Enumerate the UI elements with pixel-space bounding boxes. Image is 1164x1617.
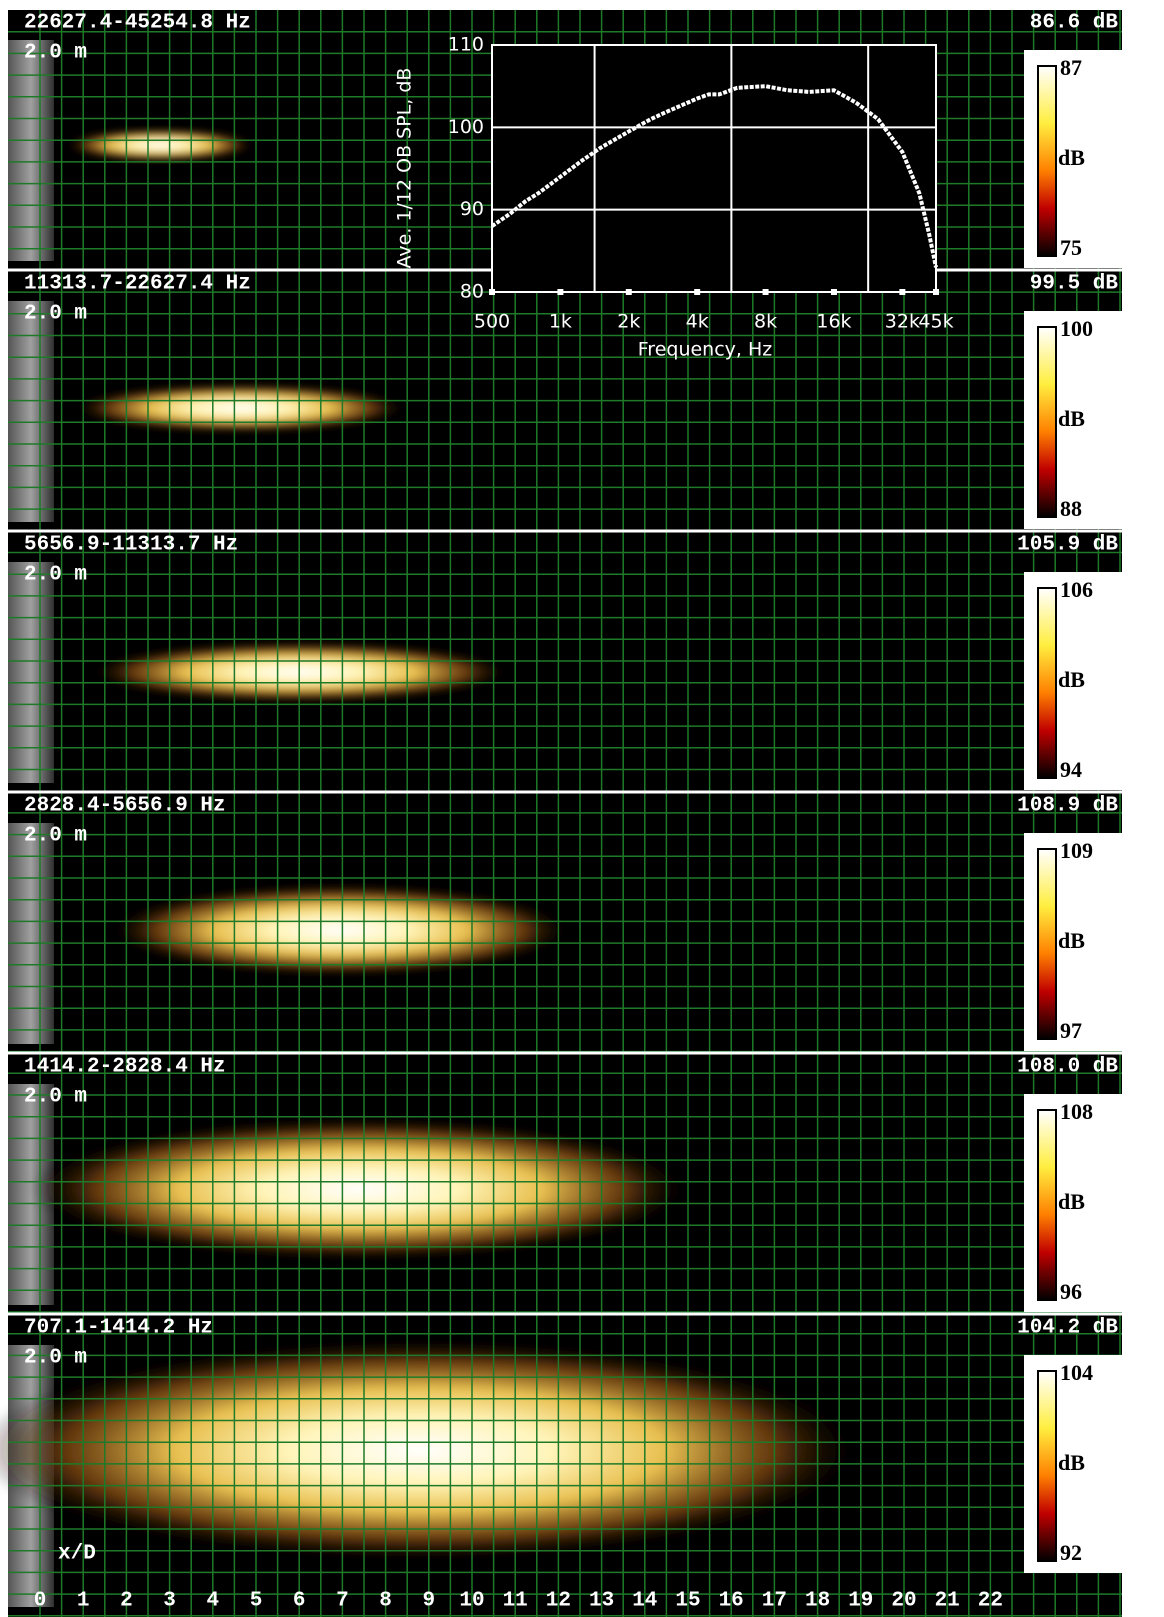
x-tick-mark: [899, 289, 905, 295]
y-axis-label: Ave. 1/12 OB SPL, dB: [394, 68, 416, 269]
x-tick-mark: [933, 289, 939, 295]
colorbar-unit: dB: [1058, 1450, 1085, 1475]
xd-tick: 11: [503, 1590, 528, 1613]
distance-label: 2.0 m: [24, 1086, 87, 1109]
xd-tick: 6: [293, 1590, 306, 1613]
band-label: 11313.7-22627.4 Hz: [24, 273, 251, 296]
xd-tick: 16: [719, 1590, 744, 1613]
colorbar-min: 75: [1060, 235, 1082, 260]
overall-level: 86.6 dB: [1030, 12, 1119, 35]
x-axis-label: Frequency, Hz: [638, 339, 773, 361]
xd-tick: 3: [163, 1590, 176, 1613]
inset-background: [492, 45, 936, 292]
x-tick-label: 16k: [816, 311, 851, 333]
xd-label: x/D: [58, 1543, 96, 1566]
source-map: [88, 642, 512, 702]
x-tick-mark: [763, 289, 769, 295]
overall-level: 99.5 dB: [1030, 273, 1119, 296]
xd-tick: 17: [762, 1590, 787, 1613]
colorbar: [1038, 66, 1056, 256]
xd-tick: 0: [34, 1590, 47, 1613]
overall-level: 105.9 dB: [1017, 534, 1118, 557]
xd-tick: 14: [632, 1590, 657, 1613]
x-tick-label: 4k: [686, 311, 709, 333]
band-label: 707.1-1414.2 Hz: [24, 1317, 213, 1340]
distance-label: 2.0 m: [24, 564, 87, 587]
colorbar: [1038, 327, 1056, 517]
xd-tick: 21: [935, 1590, 960, 1613]
colorbar-min: 88: [1060, 496, 1082, 521]
xd-tick: 9: [422, 1590, 435, 1613]
distance-label: 2.0 m: [24, 1347, 87, 1370]
colorbar-unit: dB: [1058, 928, 1085, 953]
page: 22627.4-45254.8 Hz86.6 dB2.0 m87dB751131…: [0, 0, 1164, 1617]
distance-label: 2.0 m: [24, 42, 87, 65]
source-map: [72, 384, 408, 432]
xd-tick: 4: [206, 1590, 219, 1613]
colorbar-max: 100: [1060, 316, 1093, 341]
colorbar-max: 108: [1060, 1099, 1093, 1124]
source-map: [65, 129, 255, 161]
xd-tick: 8: [379, 1590, 392, 1613]
x-tick-label: 2k: [617, 311, 640, 333]
overall-level: 104.2 dB: [1017, 1317, 1118, 1340]
xd-tick: 10: [459, 1590, 484, 1613]
colorbar-unit: dB: [1058, 667, 1085, 692]
colorbar-min: 97: [1060, 1018, 1082, 1043]
y-tick-label: 100: [448, 116, 484, 138]
x-tick-mark: [694, 289, 700, 295]
xd-tick: 5: [250, 1590, 263, 1613]
x-tick-label: 500: [474, 311, 510, 333]
colorbar-min: 94: [1060, 757, 1082, 782]
band-label: 5656.9-11313.7 Hz: [24, 534, 238, 557]
colorbar-max: 109: [1060, 838, 1093, 863]
x-tick-mark: [831, 289, 837, 295]
xd-tick: 12: [546, 1590, 571, 1613]
colorbar-max: 106: [1060, 577, 1093, 602]
xd-tick: 15: [675, 1590, 700, 1613]
y-tick-label: 80: [460, 281, 484, 303]
overall-level: 108.0 dB: [1017, 1056, 1118, 1079]
colorbar: [1038, 1371, 1056, 1561]
x-tick-label: 32k: [885, 311, 920, 333]
overall-level: 108.9 dB: [1017, 795, 1118, 818]
figure: 22627.4-45254.8 Hz86.6 dB2.0 m87dB751131…: [0, 0, 1164, 1617]
x-tick-mark: [557, 289, 563, 295]
colorbar: [1038, 588, 1056, 778]
colorbar-max: 87: [1060, 55, 1082, 80]
xd-tick: 1: [77, 1590, 90, 1613]
xd-tick: 18: [805, 1590, 830, 1613]
colorbar-unit: dB: [1058, 1189, 1085, 1214]
xd-tick: 22: [978, 1590, 1003, 1613]
x-tick-mark: [626, 289, 632, 295]
xd-tick: 20: [891, 1590, 916, 1613]
colorbar-min: 92: [1060, 1540, 1082, 1565]
xd-tick: 2: [120, 1590, 133, 1613]
colorbar-min: 96: [1060, 1279, 1082, 1304]
xd-tick: 13: [589, 1590, 614, 1613]
colorbar: [1038, 1110, 1056, 1300]
x-tick-label: 1k: [549, 311, 572, 333]
source-map: [108, 884, 572, 976]
x-tick-label: 8k: [754, 311, 777, 333]
x-tick-mark: [489, 289, 495, 295]
colorbar: [1038, 849, 1056, 1039]
distance-label: 2.0 m: [24, 825, 87, 848]
xd-tick: 7: [336, 1590, 349, 1613]
photo-strip: [8, 40, 54, 261]
colorbar-max: 104: [1060, 1360, 1093, 1385]
band-label: 2828.4-5656.9 Hz: [24, 795, 226, 818]
x-tick-label: 45k: [918, 311, 953, 333]
distance-label: 2.0 m: [24, 303, 87, 326]
band-label: 22627.4-45254.8 Hz: [24, 12, 251, 35]
band-label: 1414.2-2828.4 Hz: [24, 1056, 226, 1079]
y-tick-label: 90: [460, 198, 484, 220]
y-tick-label: 110: [448, 34, 484, 56]
colorbar-unit: dB: [1058, 145, 1085, 170]
photo-strip: [8, 301, 54, 522]
xd-tick: 19: [848, 1590, 873, 1613]
colorbar-unit: dB: [1058, 406, 1085, 431]
